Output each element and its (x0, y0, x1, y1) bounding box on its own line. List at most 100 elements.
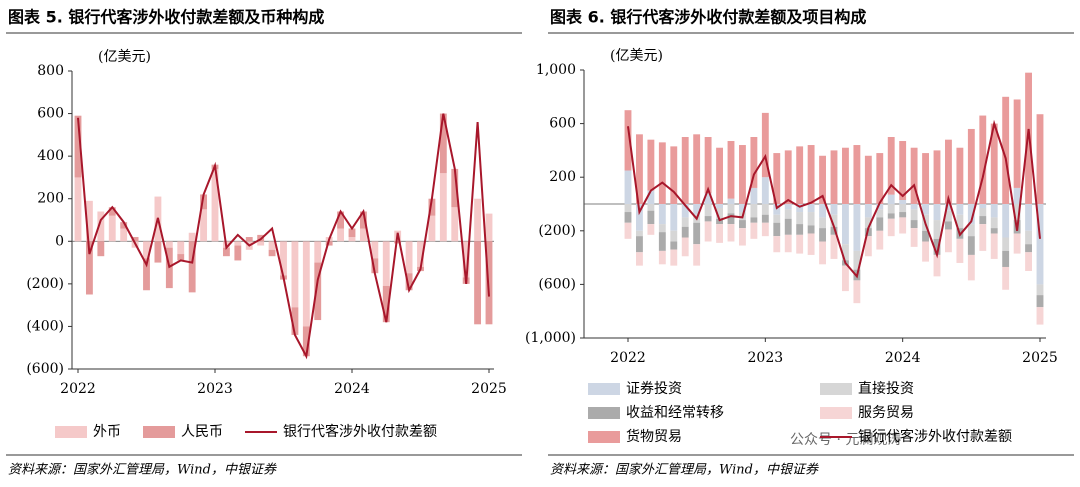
bar (830, 226, 838, 235)
bar (922, 204, 929, 215)
bar (97, 211, 105, 242)
legend-label: 外币 (93, 424, 121, 440)
bar (910, 209, 918, 221)
bar (956, 147, 964, 204)
bar (910, 147, 918, 204)
bar (876, 217, 884, 231)
bar (371, 258, 379, 274)
bar (1002, 96, 1010, 204)
bar (796, 146, 804, 204)
bar (796, 212, 804, 225)
bar (819, 217, 826, 229)
bar (739, 220, 746, 229)
bar (624, 204, 632, 213)
bar (658, 232, 666, 251)
bar (394, 241, 402, 244)
bar (796, 204, 804, 213)
bar (624, 222, 632, 239)
bar (979, 204, 987, 209)
bar (773, 214, 781, 223)
bar (693, 134, 701, 204)
bar (647, 204, 655, 211)
bar (647, 224, 655, 235)
bar (853, 204, 861, 251)
bar (1025, 252, 1032, 271)
bar (280, 241, 287, 276)
bar (681, 226, 689, 238)
y-tick-label: 200 (549, 169, 576, 185)
bar (143, 258, 150, 291)
bar (681, 204, 689, 218)
bar (636, 230, 643, 237)
bar (716, 208, 723, 219)
bar (234, 245, 242, 261)
y-tick-label: (600) (26, 361, 64, 377)
x-tick-label: 2025 (1022, 350, 1058, 366)
y-tick-label: (200) (538, 223, 576, 239)
bar (990, 204, 998, 218)
bar (773, 222, 781, 237)
source: 资料来源：国家外汇管理局，Wind，中银证券 (8, 462, 277, 478)
bar (716, 224, 723, 243)
bar (143, 241, 150, 259)
bar (887, 137, 895, 195)
bar (807, 212, 815, 226)
bar (784, 204, 792, 210)
bar (910, 220, 918, 229)
bar (784, 150, 792, 204)
bar (337, 228, 345, 242)
legend-label: 货物贸易 (626, 428, 682, 445)
bar (177, 241, 185, 255)
bar (1002, 250, 1010, 267)
y-tick-label: 400 (37, 148, 64, 164)
unit-label: (亿美元) (610, 48, 663, 64)
bar (74, 177, 82, 242)
bar (371, 241, 379, 259)
bar (819, 204, 826, 218)
bar (899, 141, 907, 200)
x-tick-label: 2023 (748, 350, 784, 366)
y-tick-label: 600 (549, 116, 576, 132)
bar (474, 241, 482, 325)
bar (830, 234, 838, 259)
bar (74, 115, 82, 178)
x-tick-label: 2022 (60, 381, 96, 397)
bar (945, 221, 952, 230)
bar (624, 110, 632, 171)
bar (853, 145, 861, 204)
bar (681, 237, 689, 257)
bar (1013, 99, 1021, 188)
bar (325, 241, 333, 246)
bar (761, 112, 769, 178)
bar (853, 280, 861, 304)
bar (876, 209, 884, 218)
legend-swatch (820, 383, 852, 395)
bar (211, 168, 219, 242)
bar (990, 217, 998, 229)
bar (887, 218, 895, 237)
bar (864, 204, 872, 218)
bar (670, 230, 678, 242)
legend-label: 服务贸易 (858, 405, 914, 421)
bar (1036, 114, 1044, 204)
bar (956, 238, 964, 263)
bar (658, 250, 666, 265)
unit-label: (亿美元) (98, 49, 151, 65)
bar (1025, 72, 1032, 205)
bar (337, 211, 345, 229)
bar (933, 238, 941, 255)
bar (922, 230, 929, 242)
bar (1025, 230, 1032, 245)
x-tick-label: 2023 (197, 381, 233, 397)
bar (636, 204, 643, 231)
bar (945, 139, 952, 204)
bar (681, 137, 689, 204)
bar (910, 204, 918, 210)
bar (853, 250, 861, 270)
y-tick-label: (600) (538, 276, 576, 292)
bar (1013, 233, 1021, 254)
bar (85, 200, 93, 242)
bar (887, 194, 895, 204)
bar (624, 170, 632, 204)
bar (474, 198, 482, 242)
